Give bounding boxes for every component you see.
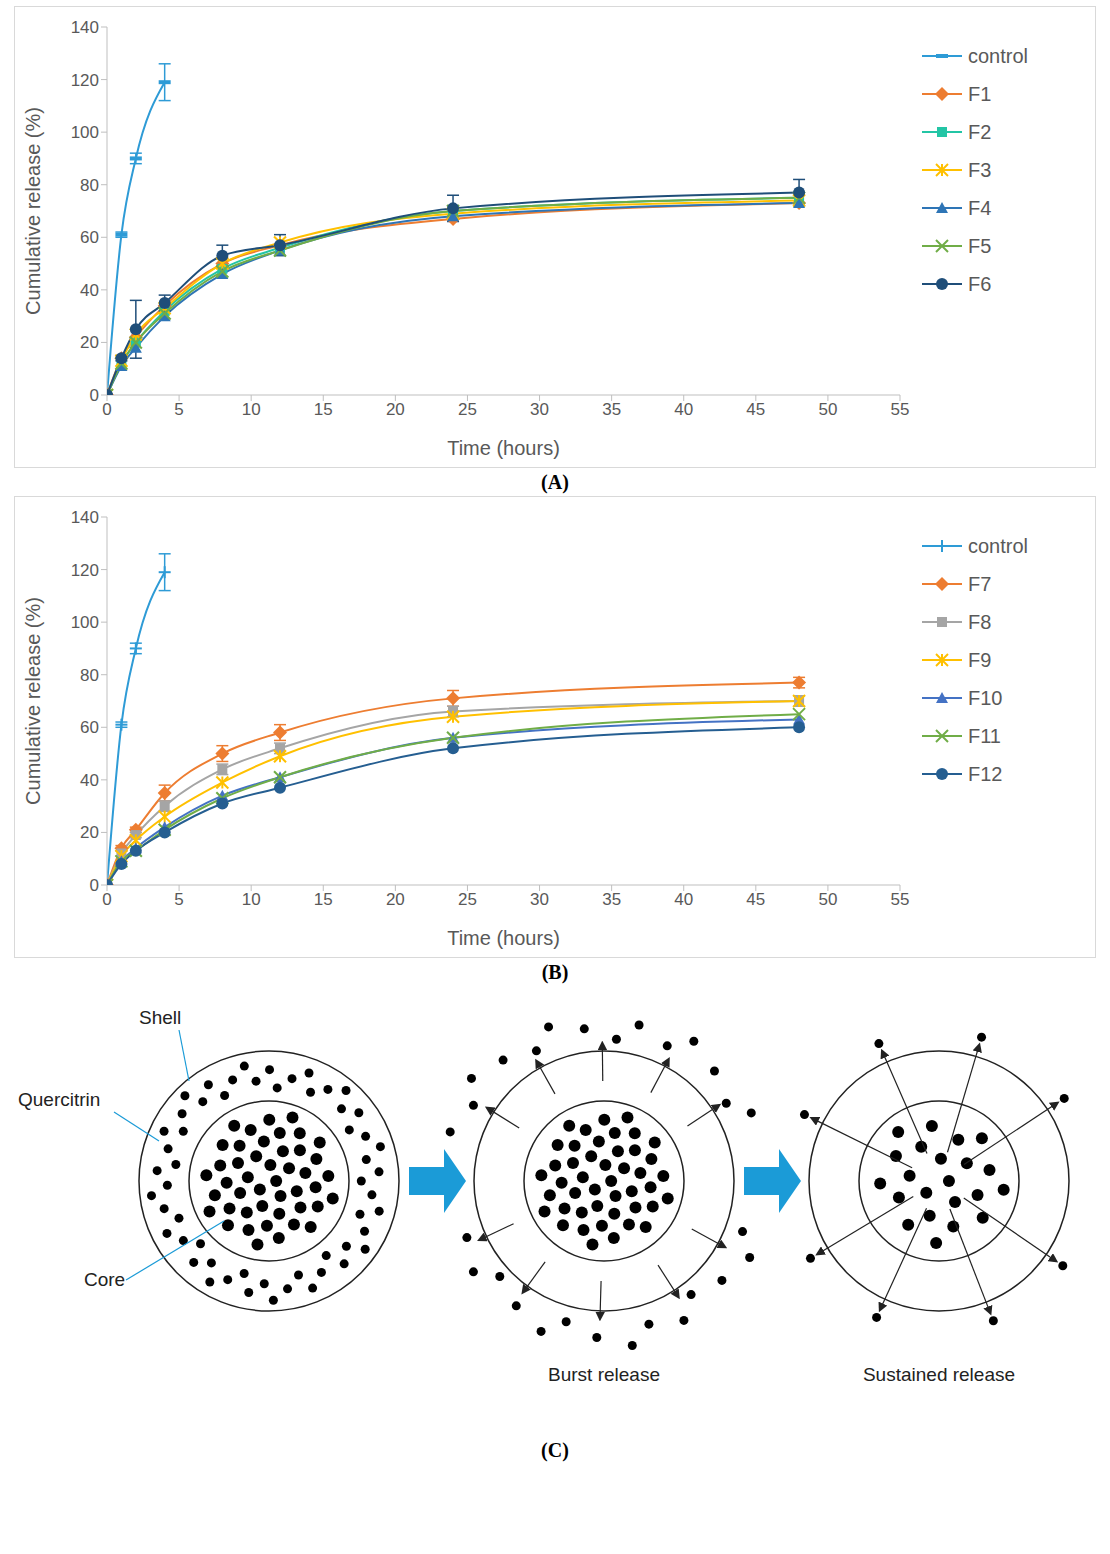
svg-text:40: 40 — [674, 890, 693, 909]
svg-text:55: 55 — [891, 400, 910, 419]
svg-text:100: 100 — [71, 613, 99, 632]
html-text:control: control — [968, 534, 1028, 557]
html-text:F8: F8 — [968, 610, 992, 633]
svg-text:Time (hours): Time (hours) — [447, 927, 560, 949]
svg-text:60: 60 — [80, 228, 99, 247]
html-text:F11: F11 — [968, 724, 1001, 747]
svg-text:30: 30 — [530, 890, 549, 909]
svg-text:20: 20 — [386, 400, 405, 419]
svg-text:Core: Core — [84, 1269, 125, 1290]
svg-text:25: 25 — [458, 890, 477, 909]
svg-text:60: 60 — [80, 718, 99, 737]
html-text:F1: F1 — [968, 82, 992, 105]
svg-text:Sustained release: Sustained release — [863, 1364, 1015, 1385]
svg-text:35: 35 — [602, 890, 621, 909]
svg-text:0: 0 — [102, 890, 111, 909]
svg-text:100: 100 — [71, 123, 99, 142]
html-text:F7: F7 — [968, 572, 992, 595]
svg-text:35: 35 — [602, 400, 621, 419]
svg-text:40: 40 — [80, 281, 99, 300]
svg-text:80: 80 — [80, 666, 99, 685]
svg-text:15: 15 — [314, 890, 333, 909]
html-text:(B): (B) — [541, 961, 569, 983]
svg-text:Shell: Shell — [139, 1007, 181, 1028]
svg-text:Cumulative release (%): Cumulative release (%) — [22, 597, 44, 805]
svg-text:30: 30 — [530, 400, 549, 419]
svg-text:50: 50 — [818, 890, 837, 909]
svg-text:45: 45 — [746, 400, 765, 419]
svg-text:140: 140 — [71, 18, 99, 37]
svg-text:5: 5 — [174, 890, 183, 909]
svg-text:25: 25 — [458, 400, 477, 419]
html-text:F5: F5 — [968, 234, 992, 257]
svg-text:40: 40 — [674, 400, 693, 419]
html-text:(A): (A) — [541, 471, 569, 493]
svg-text:Cumulative release (%): Cumulative release (%) — [22, 107, 44, 315]
svg-text:20: 20 — [80, 333, 99, 352]
svg-text:10: 10 — [242, 890, 261, 909]
svg-text:20: 20 — [386, 890, 405, 909]
svg-text:50: 50 — [818, 400, 837, 419]
html-text:F4: F4 — [968, 196, 992, 219]
svg-text:5: 5 — [174, 400, 183, 419]
html-text:F6: F6 — [968, 272, 992, 295]
html-text:F3: F3 — [968, 158, 992, 181]
svg-text:Time (hours): Time (hours) — [447, 437, 560, 459]
html-text:control: control — [968, 44, 1028, 67]
svg-text:120: 120 — [71, 561, 99, 580]
html-text:F10: F10 — [968, 686, 1003, 709]
svg-text:120: 120 — [71, 71, 99, 90]
svg-text:140: 140 — [71, 508, 99, 527]
svg-text:Quercitrin: Quercitrin — [18, 1089, 100, 1110]
svg-text:Burst release: Burst release — [548, 1364, 660, 1385]
svg-text:20: 20 — [80, 823, 99, 842]
svg-text:15: 15 — [314, 400, 333, 419]
svg-text:10: 10 — [242, 400, 261, 419]
html-text:F2: F2 — [968, 120, 992, 143]
svg-text:0: 0 — [90, 386, 99, 405]
svg-text:45: 45 — [746, 890, 765, 909]
html-text:(C): (C) — [541, 1439, 569, 1461]
svg-text:80: 80 — [80, 176, 99, 195]
svg-text:55: 55 — [891, 890, 910, 909]
svg-text:0: 0 — [102, 400, 111, 419]
html-text:F9: F9 — [968, 648, 992, 671]
svg-text:40: 40 — [80, 771, 99, 790]
html-text:F12: F12 — [968, 762, 1003, 785]
svg-text:0: 0 — [90, 876, 99, 895]
